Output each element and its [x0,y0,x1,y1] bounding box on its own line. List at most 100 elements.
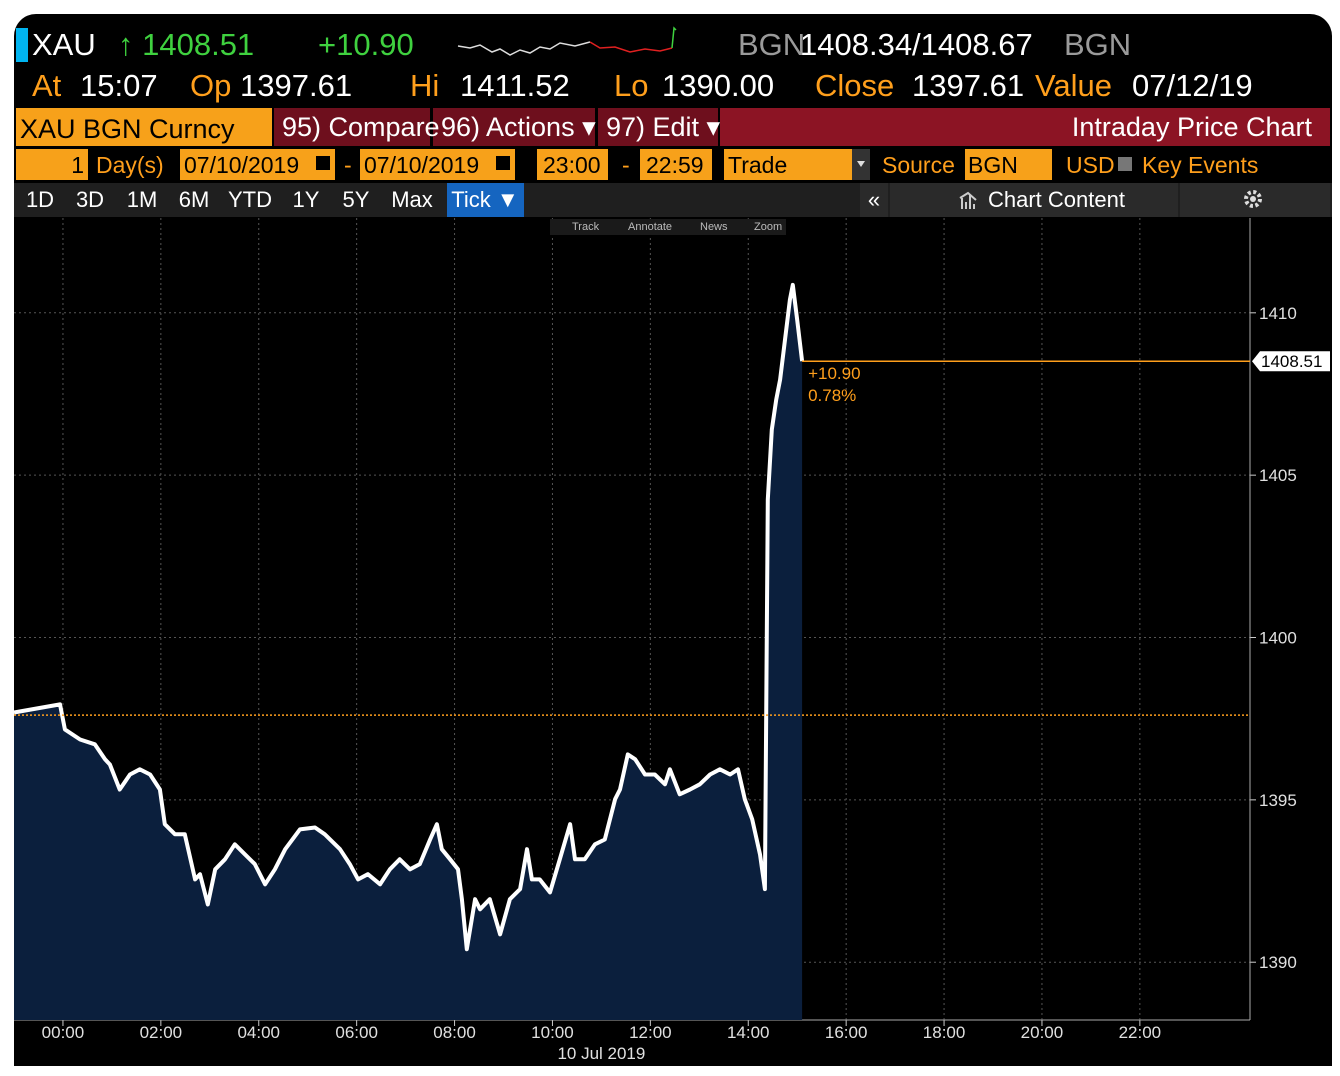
annotation: 0.78% [808,386,856,405]
label: USD [1066,152,1115,178]
input-value[interactable]: 22:59 [646,152,704,178]
dropdown-value[interactable]: Trade [728,152,787,178]
input[interactable] [965,149,1052,180]
button[interactable] [598,108,718,146]
sparkline-spike [671,26,677,49]
quote-label: Hi [410,68,439,103]
button-label[interactable]: 95) Compare [282,112,440,142]
calendar-icon[interactable] [316,156,330,170]
ticker: XAU [32,27,96,62]
period[interactable]: Max [391,187,433,212]
input-value[interactable]: 07/10/2019 [364,152,479,178]
quote-value: 1411.52 [460,68,570,103]
quote-label: Value [1035,68,1112,103]
chart-content[interactable]: Chart Content [988,187,1125,212]
x-tick-label: 00:00 [42,1023,85,1042]
x-tick-label: 08:00 [433,1023,476,1042]
collapse-button[interactable] [860,183,888,217]
x-tick-label: 06:00 [335,1023,378,1042]
security-box[interactable] [16,108,272,146]
x-tick-label: 12:00 [629,1023,672,1042]
y-tick-label: 1400 [1259,629,1297,648]
settings-row: 1 Day(s) 07/10/2019 - 07/10/2019 23:00 -… [16,149,1258,180]
chart-toolbar [550,219,786,235]
x-tick-label: 04:00 [237,1023,280,1042]
function-title: Intraday Price Chart [1072,112,1313,142]
quote-value: 1397.61 [912,68,1024,103]
area [14,284,803,1020]
period[interactable]: Tick ▼ [451,187,518,212]
sparkline-recent [589,41,673,53]
period[interactable]: 5Y [343,187,370,212]
y-tick-label: 1395 [1259,791,1297,810]
x-tick-label: 16:00 [825,1023,868,1042]
y-tick-label: 1405 [1259,466,1297,485]
button-label[interactable]: 96) Actions ▾ [441,112,596,142]
period[interactable]: 1Y [293,187,320,212]
quote-label: At [32,68,62,103]
quote-value: 07/12/19 [1132,68,1253,103]
checkbox[interactable] [1118,157,1132,171]
arrow-glyph [857,161,865,167]
input-value[interactable]: 1 [71,152,84,178]
bid-source: BGN [738,27,805,62]
quote-label: Op [190,68,231,103]
period[interactable]: 1M [127,187,158,212]
quote-label: Close [815,68,894,103]
collapse[interactable]: « [868,187,880,212]
gear-hub [1250,196,1256,202]
last-price: ↑ 1408.51 [118,27,254,62]
period[interactable]: 1D [26,187,54,212]
input[interactable] [537,149,608,180]
x-tick-label: 20:00 [1021,1023,1064,1042]
input[interactable] [16,149,88,180]
last-price-label: 1408.51 [1261,352,1322,371]
security[interactable]: XAU BGN Curncy [20,114,235,144]
selected-period[interactable] [447,183,524,217]
chart-tool[interactable]: News [700,221,728,233]
calendar-icon[interactable] [496,156,510,170]
chart: 1390 1395 1400 1405 1410 00:00 02:00 04:00 06:00… [13,218,1330,1063]
quote-value: 15:07 [80,68,158,103]
chart-tool[interactable]: Zoom [754,221,782,233]
last-price-tag [1252,351,1330,372]
input[interactable] [360,149,515,180]
button[interactable] [274,108,430,146]
gear-icon[interactable] [1244,190,1262,208]
separator: - [622,152,630,178]
title-bar [720,108,1330,146]
x-tick-label: 22:00 [1119,1023,1162,1042]
input[interactable] [180,149,335,180]
dropdown[interactable] [724,149,852,180]
x-axis-label: 10 Jul 2019 [557,1044,645,1063]
quote-value: 1390.00 [662,68,774,103]
x-tick-label: 02:00 [140,1023,183,1042]
label: Source [882,152,955,178]
input-value[interactable]: 07/10/2019 [184,152,299,178]
button-label[interactable]: 97) Edit ▾ [606,112,721,142]
quote-label: Lo [614,68,648,103]
chart-tool[interactable]: Annotate [628,221,672,233]
input-value[interactable]: BGN [968,152,1018,178]
focus-marker [16,28,28,62]
annotation: +10.90 [808,364,860,383]
input-value[interactable]: 23:00 [543,152,601,178]
button[interactable] [433,108,595,146]
quote-value: 1397.61 [240,68,352,103]
input[interactable] [640,149,712,180]
net-change: +10.90 [318,27,414,62]
separator: - [344,152,352,178]
period[interactable]: 6M [179,187,210,212]
bid-ask: 1408.34/1408.67 [800,27,1033,62]
period[interactable]: 3D [76,187,104,212]
chart-tool[interactable]: Track [572,221,600,233]
period[interactable]: YTD [228,187,272,212]
chart-content-button[interactable] [890,183,1178,217]
sparkline [457,41,591,56]
ask-source: BGN [1064,27,1131,62]
chart-icon [959,191,977,209]
y-tick-label: 1390 [1259,953,1297,972]
y-tick-label: 1410 [1259,304,1297,323]
label: Day(s) [96,152,164,178]
